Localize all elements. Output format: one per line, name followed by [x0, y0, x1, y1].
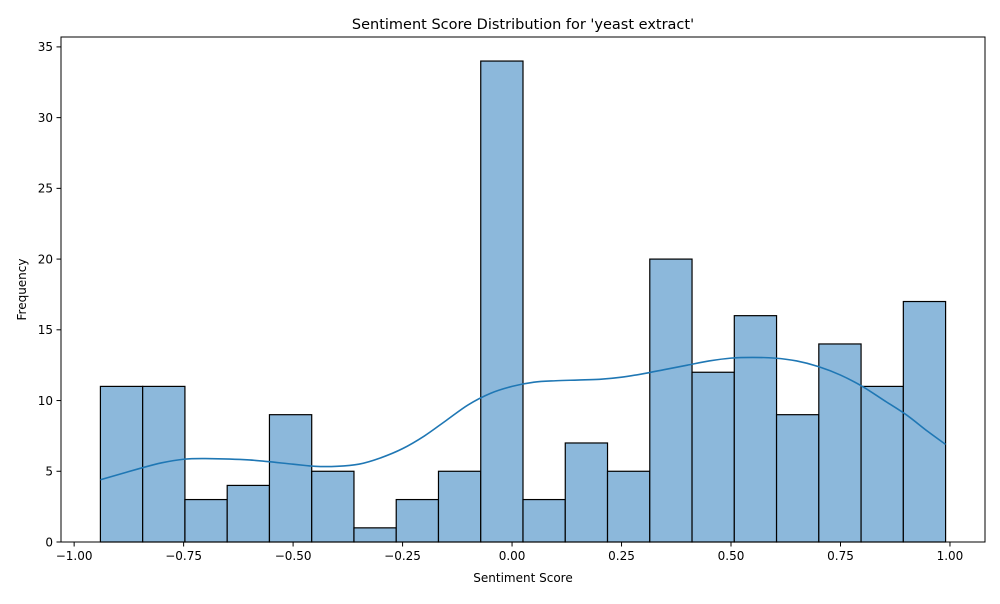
x-tick-label: 1.00 [937, 549, 964, 563]
histogram-bar [268, 414, 313, 543]
x-tick-label: −0.25 [384, 549, 421, 563]
histogram-bar [775, 414, 820, 543]
histogram-bar [226, 484, 271, 543]
histogram-bars [99, 60, 947, 543]
histogram-bar [902, 300, 947, 543]
kde-curve [100, 356, 947, 481]
x-tick-label: 0.50 [718, 549, 745, 563]
histogram-bar [437, 470, 482, 543]
kde-curve-group [100, 356, 947, 481]
histogram-bar [142, 385, 186, 543]
histogram-bar [649, 258, 693, 543]
y-tick-label: 15 [38, 323, 53, 337]
histogram-bar [311, 470, 355, 543]
y-tick-label: 35 [38, 40, 53, 54]
histogram-bar [860, 385, 904, 543]
chart-title: Sentiment Score Distribution for 'yeast … [352, 17, 694, 33]
y-tick-label: 25 [38, 182, 53, 196]
x-tick-label: 0.25 [608, 549, 635, 563]
y-tick-label: 10 [38, 394, 53, 408]
x-axis-label: Sentiment Score [473, 571, 572, 585]
x-tick-label: 0.75 [827, 549, 854, 563]
x-tick-label: −1.00 [56, 549, 93, 563]
histogram-bar [691, 371, 735, 543]
y-tick-label: 0 [45, 535, 53, 549]
histogram-bar [480, 60, 524, 543]
histogram-bar [522, 498, 566, 543]
histogram-bar [733, 315, 778, 543]
y-tick-label: 5 [45, 465, 53, 479]
histogram-bar [564, 442, 609, 543]
y-axis-ticks: 0 5 10 15 20 25 30 35 [38, 40, 61, 549]
y-axis-label: Frequency [15, 259, 29, 321]
histogram-bar [606, 470, 651, 543]
y-tick-label: 30 [38, 111, 53, 125]
x-tick-label: −0.50 [275, 549, 312, 563]
histogram-bar [818, 343, 862, 543]
y-tick-label: 20 [38, 252, 53, 266]
x-axis-ticks: −1.00 −0.75 −0.50 −0.25 0.00 0.25 0.50 0.75 1.00 [56, 542, 964, 563]
plot-frame [60, 36, 986, 543]
x-tick-label: 0.00 [499, 549, 526, 563]
histogram-bar [395, 498, 440, 543]
histogram-bar [99, 385, 144, 543]
histogram-bar [353, 527, 397, 543]
histogram-bar [184, 498, 228, 543]
x-tick-label: −0.75 [165, 549, 202, 563]
